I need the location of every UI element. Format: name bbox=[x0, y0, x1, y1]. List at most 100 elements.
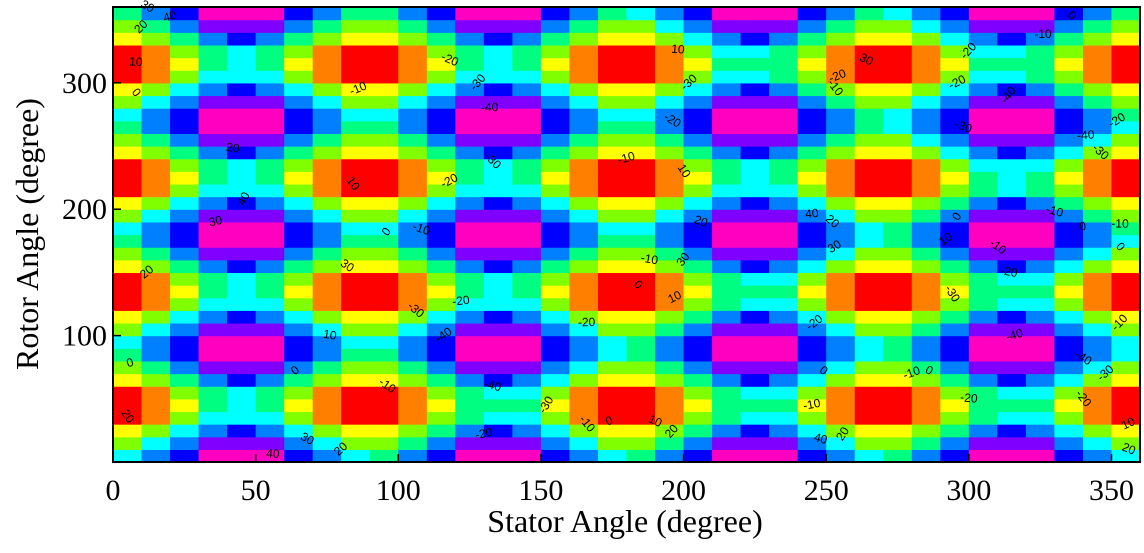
contour-cell-1154 bbox=[1025, 424, 1056, 438]
contour-cell-762 bbox=[712, 373, 742, 387]
x-axis-title: Stator Angle (degree) bbox=[487, 503, 762, 539]
contour-cell-716 bbox=[655, 44, 685, 59]
contour-cell-906 bbox=[826, 373, 856, 387]
contour-cell-932 bbox=[826, 44, 856, 59]
contour-cell-1183 bbox=[1025, 57, 1056, 71]
contour-cell-47 bbox=[141, 310, 171, 324]
contour-cell-338 bbox=[369, 272, 399, 286]
contour-cell-188 bbox=[255, 348, 285, 362]
contour-cell-1125 bbox=[997, 335, 1027, 349]
contour-cell-628 bbox=[597, 247, 628, 261]
contour-cell-77 bbox=[170, 386, 200, 400]
contour-label-78: -20 bbox=[960, 390, 979, 406]
contour-cell-1054 bbox=[940, 322, 970, 337]
contour-cell-654 bbox=[626, 373, 656, 387]
contour-cell-1146 bbox=[997, 70, 1027, 84]
contour-cell-1034 bbox=[911, 120, 941, 134]
contour-cell-1214 bbox=[1054, 120, 1084, 134]
contour-cell-587 bbox=[569, 310, 599, 324]
contour-cell-1205 bbox=[1054, 234, 1084, 248]
contour-cell-93 bbox=[170, 183, 200, 198]
contour-cell-257 bbox=[312, 386, 342, 400]
contour-cell-476 bbox=[483, 348, 513, 362]
contour-cell-382 bbox=[398, 171, 428, 185]
contour-cell-433 bbox=[455, 436, 485, 450]
contour-cell-638 bbox=[597, 120, 628, 134]
contour-cell-805 bbox=[740, 285, 770, 299]
contour-cell-915 bbox=[826, 259, 856, 274]
contour-cell-853 bbox=[769, 133, 799, 147]
contour-cell-102 bbox=[170, 70, 200, 84]
contour-cell-363 bbox=[398, 411, 428, 425]
contour-cell-108 bbox=[198, 449, 228, 463]
contour-cell-1199 bbox=[1054, 310, 1084, 324]
contour-cell-39 bbox=[141, 411, 171, 425]
contour-cell-1036 bbox=[911, 95, 941, 109]
contour-cell-1006 bbox=[883, 19, 913, 33]
contour-cell-229 bbox=[284, 285, 314, 299]
contour-cell-450 bbox=[455, 221, 485, 236]
contour-cell-978 bbox=[883, 373, 913, 387]
contour-cell-1230 bbox=[1082, 373, 1113, 387]
contour-cell-734 bbox=[683, 272, 713, 286]
contour-cell-632 bbox=[597, 196, 628, 210]
contour-cell-1155 bbox=[1025, 411, 1056, 425]
contour-cell-1278 bbox=[1111, 221, 1141, 236]
contour-cell-557 bbox=[540, 234, 571, 248]
contour-cell-851 bbox=[769, 158, 799, 172]
contour-cell-163 bbox=[227, 209, 257, 223]
contour-cell-952 bbox=[854, 247, 884, 261]
contour-cell-1011 bbox=[911, 411, 941, 425]
contour-cell-1098 bbox=[968, 221, 998, 236]
contour-cell-1173 bbox=[1025, 183, 1056, 198]
contour-cell-1091 bbox=[968, 310, 998, 324]
contour-cell-441 bbox=[455, 335, 485, 349]
contour-cell-1256 bbox=[1082, 44, 1113, 59]
contour-cell-692 bbox=[655, 348, 685, 362]
contour-cell-444 bbox=[455, 297, 485, 311]
contour-cell-250 bbox=[284, 19, 314, 33]
contour-cell-6 bbox=[113, 373, 143, 387]
contour-cell-665 bbox=[626, 234, 656, 248]
contour-cell-1251 bbox=[1082, 108, 1113, 122]
contour-cell-281 bbox=[312, 82, 342, 97]
contour-cell-715 bbox=[655, 57, 685, 71]
contour-cell-361 bbox=[398, 436, 428, 450]
contour-cell-818 bbox=[740, 120, 770, 134]
contour-cell-28 bbox=[113, 95, 143, 109]
contour-cell-594 bbox=[569, 221, 599, 236]
contour-cell-510 bbox=[512, 373, 542, 387]
contour-cell-428 bbox=[426, 44, 456, 59]
contour-cell-111 bbox=[198, 411, 228, 425]
contour-cell-426 bbox=[426, 70, 456, 84]
contour-cell-955 bbox=[854, 209, 884, 223]
contour-cell-243 bbox=[284, 108, 314, 122]
contour-cell-1156 bbox=[1025, 398, 1056, 413]
contour-cell-971 bbox=[854, 7, 884, 21]
contour-cell-43 bbox=[141, 360, 171, 375]
contour-cell-948 bbox=[854, 297, 884, 311]
contour-cell-1099 bbox=[968, 209, 998, 223]
contour-cell-896 bbox=[797, 44, 827, 59]
contour-cell-20 bbox=[113, 196, 143, 210]
contour-cell-1193 bbox=[1054, 386, 1084, 400]
contour-cell-289 bbox=[341, 436, 371, 450]
contour-cell-939 bbox=[854, 411, 884, 425]
contour-cell-392 bbox=[398, 44, 428, 59]
contour-cell-377 bbox=[398, 234, 428, 248]
contour-cell-861 bbox=[769, 32, 799, 46]
contour-cell-1245 bbox=[1082, 183, 1113, 198]
contour-cell-21 bbox=[113, 183, 143, 198]
contour-label-37: -20 bbox=[578, 315, 596, 329]
contour-cell-473 bbox=[483, 386, 513, 400]
contour-cell-1269 bbox=[1111, 335, 1141, 349]
contour-cell-552 bbox=[540, 297, 571, 311]
contour-cell-1150 bbox=[997, 19, 1027, 33]
contour-cell-595 bbox=[569, 209, 599, 223]
contour-cell-1021 bbox=[911, 285, 941, 299]
contour-cell-546 bbox=[540, 373, 571, 387]
contour-cell-988 bbox=[883, 247, 913, 261]
contour-cell-1101 bbox=[968, 183, 998, 198]
contour-cell-420 bbox=[426, 146, 456, 160]
contour-cell-721 bbox=[683, 436, 713, 450]
